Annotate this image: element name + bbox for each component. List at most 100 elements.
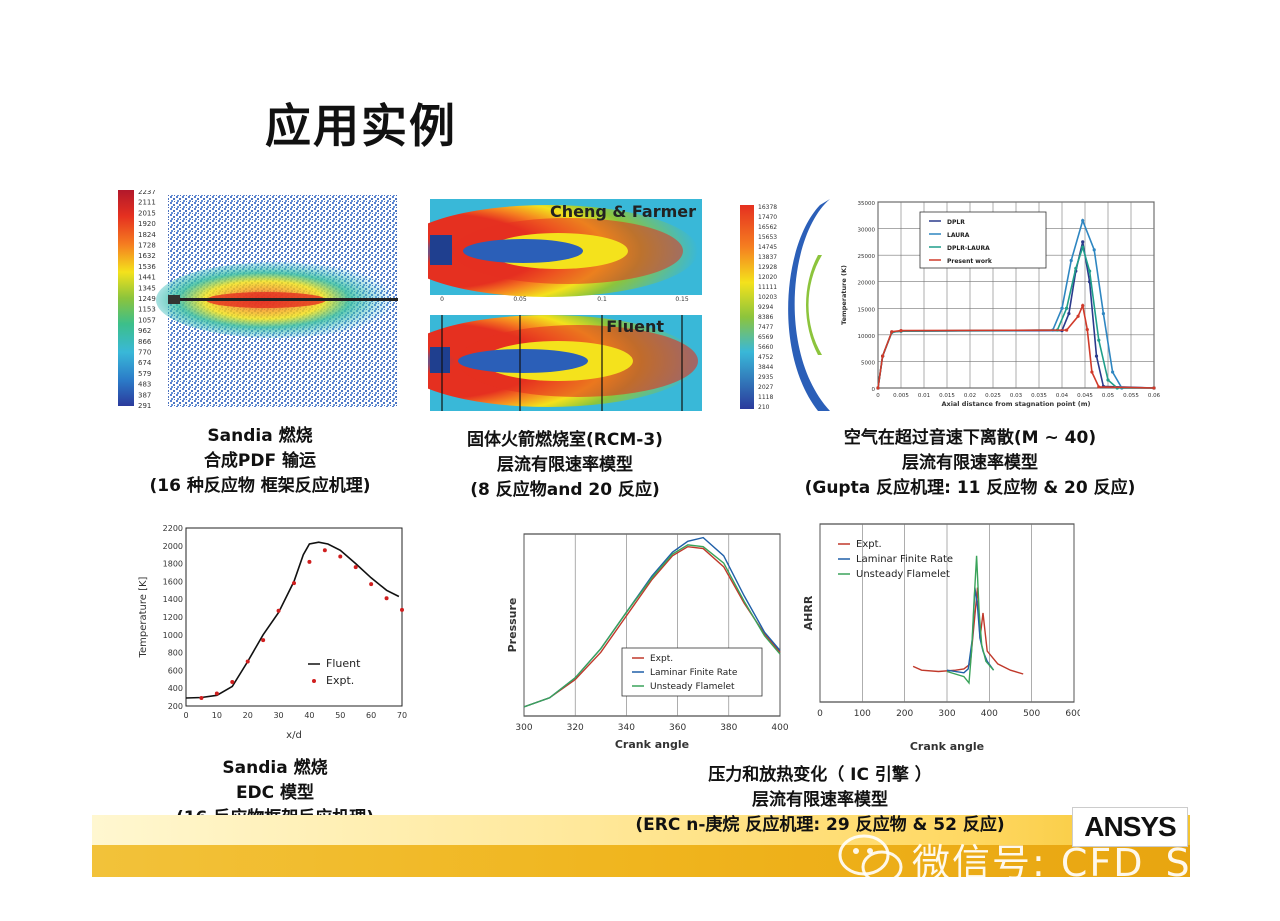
legend-label: Expt. <box>650 654 673 664</box>
colorbar-label: 1536 <box>138 263 156 271</box>
y-tick-label: 1600 <box>163 577 183 586</box>
data-point <box>1097 385 1101 389</box>
y-tick-label: 20000 <box>858 281 876 287</box>
colorbar-label: 1057 <box>138 316 156 324</box>
colorbar-label: 5660 <box>758 344 773 351</box>
legend-label: Laminar Finite Rate <box>856 554 953 565</box>
x-tick-label: 0 <box>817 709 823 719</box>
data-point <box>245 659 250 664</box>
y-tick-label: 1200 <box>163 613 183 622</box>
colorbar-label: 1632 <box>138 252 156 260</box>
reentry-temperature-chart: 0 0.005 0.01 0.015 0.02 0.025 0.03 0.035 0.04 0.0… <box>840 201 1161 408</box>
colorbar-label: 866 <box>138 338 152 346</box>
data-point <box>1088 269 1092 273</box>
colorbar-label: 1920 <box>138 220 156 228</box>
x-tick-label: 0 <box>183 711 188 720</box>
colorbar-label: 10203 <box>758 294 777 301</box>
colorbar-label: 11111 <box>758 284 777 291</box>
data-point <box>1081 240 1085 244</box>
data-point <box>890 330 894 334</box>
x-tick-label: 50 <box>335 711 345 720</box>
data-point <box>1069 258 1073 263</box>
y-tick-label: 1400 <box>163 595 183 604</box>
colorbar-label: 1824 <box>138 231 156 239</box>
caption-rocket: 固体火箭燃烧室(RCM-3) 层流有限速率模型 (8 反应物and 20 反应) <box>467 430 663 500</box>
series-line <box>185 541 400 699</box>
x-tick-label: 600 <box>1065 709 1080 719</box>
data-point <box>1060 306 1064 310</box>
colorbar-label: 1118 <box>758 394 773 401</box>
x-tick-label: 360 <box>669 723 686 733</box>
series-line <box>912 587 1024 675</box>
x-tick-label: 0.03 <box>1010 393 1023 399</box>
x-tick-label: 400 <box>981 709 998 719</box>
data-point <box>876 386 880 390</box>
data-point <box>1106 378 1110 382</box>
data-point <box>199 695 204 700</box>
x-tick-label: 0.06 <box>1148 393 1161 399</box>
x-tick-label: 0.05 <box>1102 393 1115 399</box>
colorbar <box>740 205 754 409</box>
x-tick-label: 30 <box>273 711 283 720</box>
tick-label: 0.15 <box>675 296 689 303</box>
y-tick-label: 0 <box>872 387 876 393</box>
colorbar-label: 16378 <box>758 204 777 211</box>
x-tick-label: 0.025 <box>985 393 1001 399</box>
colorbar-label: 14745 <box>758 244 777 251</box>
x-axis-label: Axial distance from stagnation point (m) <box>941 400 1090 408</box>
colorbar-label: 579 <box>138 370 151 378</box>
y-tick-label: 25000 <box>858 254 876 260</box>
colorbar-label: 1728 <box>138 242 156 250</box>
colorbar-label: 210 <box>758 404 770 411</box>
x-tick-label: 320 <box>567 723 584 733</box>
wechat-icon <box>838 834 903 883</box>
ic-pressure-chart: 300 320 340 360 380 400 Crank angle Pressure Exp… <box>506 533 788 751</box>
data-point <box>369 582 374 587</box>
data-point <box>1074 266 1078 271</box>
tick-label: 0 <box>440 296 444 303</box>
y-axis-label: Pressure <box>506 598 519 653</box>
x-axis-label: x/d <box>286 730 302 741</box>
data-point <box>292 581 296 586</box>
data-point <box>1094 354 1099 358</box>
x-tick-label: 380 <box>720 723 737 733</box>
y-tick-label: 400 <box>168 684 183 693</box>
x-tick-label: 0.045 <box>1077 393 1093 399</box>
legend-label: Laminar Finite Rate <box>650 668 738 678</box>
x-tick-label: 70 <box>397 711 407 720</box>
colorbar-label: 387 <box>138 391 151 399</box>
page-title: 应用实例 <box>265 99 457 153</box>
colorbar-label: 17470 <box>758 214 777 221</box>
data-point <box>353 565 358 570</box>
watermark-text: 微信号: CFD_SIM <box>912 841 1240 885</box>
y-axis-label: AHRR <box>802 595 815 630</box>
x-tick-label: 340 <box>618 723 635 733</box>
legend-label: Expt. <box>326 674 354 687</box>
tick-label: 0.1 <box>597 296 607 303</box>
colorbar-label: 12928 <box>758 264 777 271</box>
data-point <box>1152 386 1156 390</box>
colorbar-label: 1345 <box>138 284 156 292</box>
x-tick-label: 500 <box>1023 709 1040 719</box>
colorbar-label: 770 <box>138 349 151 357</box>
legend-label: Present work <box>947 258 993 265</box>
colorbar-label: 3844 <box>758 364 773 371</box>
caption-reentry: 空气在超过音速下离散(M ~ 40) 层流有限速率模型 (Gupta 反应机理:… <box>804 428 1136 498</box>
legend-label: Fluent <box>326 657 361 670</box>
label-cheng-farmer: Cheng & Farmer <box>550 202 696 221</box>
ic-ahrr-chart: 0 100 200 300 400 500 600 Crank angle AHRR Expt. L… <box>802 523 1080 753</box>
y-tick-label: 800 <box>168 649 183 658</box>
colorbar-label: 1249 <box>138 295 156 303</box>
series-line <box>946 555 995 685</box>
legend-label: DPLR <box>947 219 965 226</box>
data-point <box>276 608 281 613</box>
y-axis-label: Temperature [K] <box>138 576 149 658</box>
ansys-logo: ANSYS <box>1072 807 1188 847</box>
colorbar-label: 16562 <box>758 224 777 231</box>
series-line <box>523 544 781 708</box>
x-tick-label: 20 <box>243 711 253 720</box>
rocket-chamber-contour: Cheng & Farmer 0 0.05 0.1 0.15 Fluent <box>428 199 702 411</box>
x-tick-label: 0 <box>876 393 880 399</box>
caption-sandia-pdf: Sandia 燃烧 合成PDF 输运 (16 种反应物 框架反应机理) <box>149 426 371 496</box>
colorbar-label: 2935 <box>758 374 773 381</box>
